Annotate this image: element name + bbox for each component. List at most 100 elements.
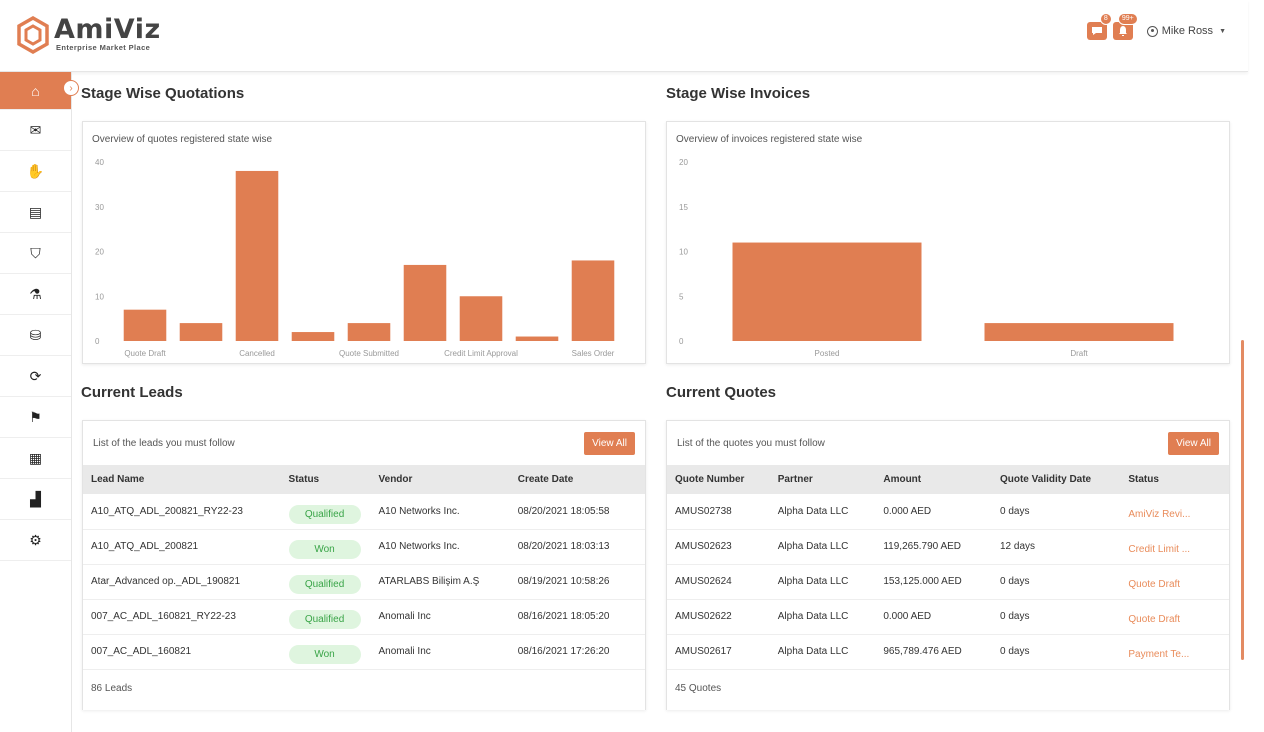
quotes-cell: 0 days (991, 564, 1121, 600)
quotes-column-header[interactable]: Quote Number (667, 465, 770, 494)
bar[interactable] (732, 242, 922, 341)
cell-text: 007_AC_ADL_160821_RY22-23 (91, 611, 236, 622)
quotes-cell: 965,789.476 AED (875, 634, 992, 670)
status-link[interactable]: Quote Draft (1128, 579, 1181, 590)
y-tick-label: 30 (95, 203, 104, 212)
sidebar-item-presentation[interactable]: ⚑ (0, 397, 71, 438)
cell-text: 08/16/2021 17:26:20 (517, 646, 610, 657)
sidebar-item-shopping-bag[interactable]: ⛉ (0, 233, 71, 274)
document-icon: ▤ (28, 203, 43, 220)
leads-cell: Qualified (280, 494, 371, 530)
y-tick-label: 5 (679, 292, 684, 301)
table-row[interactable]: Atar_Advanced op._ADL_190821 Qualified ATA… (83, 564, 645, 600)
leads-column-header[interactable]: Vendor (370, 465, 510, 494)
quotes-column-header[interactable]: Status (1120, 465, 1229, 494)
x-tick-label: Posted (815, 349, 840, 358)
status-link[interactable]: Credit Limit ... (1128, 544, 1191, 555)
table-row[interactable]: AMUS02622 Alpha Data LLC 0.000 AED 0 days Qu… (667, 599, 1229, 635)
cell-text: 08/19/2021 10:58:26 (517, 576, 610, 587)
sidebar-item-flask[interactable]: ⚗ (0, 274, 71, 315)
leads-cell: Won (280, 634, 371, 670)
sidebar-item-sync[interactable]: ⟳ (0, 356, 71, 397)
cell-text: Alpha Data LLC (777, 646, 849, 657)
sidebar-item-coins[interactable]: ⛁ (0, 315, 71, 356)
leads-column-header[interactable]: Lead Name (83, 465, 281, 494)
quotes-cell: Alpha Data LLC (769, 494, 876, 530)
bar[interactable] (291, 332, 335, 341)
bar[interactable] (347, 323, 391, 341)
table-row[interactable]: AMUS02624 Alpha Data LLC 153,125.000 AED 0 … (667, 564, 1229, 600)
sidebar-item-document[interactable]: ▤ (0, 192, 71, 233)
sidebar-toggle-button[interactable]: › (63, 80, 79, 96)
leads-column-header[interactable]: Status (280, 465, 371, 494)
cell-text: 12 days (999, 541, 1036, 552)
status-link[interactable]: Payment Te... (1128, 649, 1190, 660)
table-row[interactable]: AMUS02738 Alpha Data LLC 0.000 AED 0 days Am… (667, 494, 1229, 530)
chat-icon (1091, 27, 1102, 35)
table-row[interactable]: AMUS02623 Alpha Data LLC 119,265.790 AED 12… (667, 529, 1229, 565)
sidebar-item-chart[interactable]: ▟ (0, 479, 71, 520)
status-badge: Qualified (288, 504, 361, 524)
quotes-cell: AMUS02738 (667, 494, 770, 530)
cell-text: 0 days (999, 611, 1030, 622)
leads-cell: ATARLABS Bilişim A.Ş (370, 564, 510, 600)
status-link[interactable]: Quote Draft (1128, 614, 1181, 625)
cell-text: 08/16/2021 18:05:20 (517, 611, 610, 622)
quotes-view-all-button[interactable]: View All (1168, 431, 1219, 455)
status-link[interactable]: AmiViz Revi... (1128, 508, 1191, 520)
status-badge: Qualified (288, 610, 361, 629)
cell-text: 0 days (999, 505, 1030, 517)
bar[interactable] (179, 323, 223, 341)
y-tick-label: 0 (95, 337, 100, 346)
leads-table: Lead Name Status Vendor Create Date A10_ATQ… (83, 465, 645, 670)
sidebar-item-handshake[interactable]: ✋ (0, 151, 71, 192)
quotes-column-header[interactable]: Partner (769, 465, 876, 494)
leads-cell: 007_AC_ADL_160821_RY22-23 (83, 599, 281, 635)
cell-text: 08/20/2021 18:05:58 (517, 505, 610, 517)
leads-cell: 08/20/2021 18:03:13 (509, 529, 645, 565)
store-icon: ▦ (28, 449, 43, 466)
sidebar-item-store[interactable]: ▦ (0, 438, 71, 479)
amiviz-logo[interactable]: AmiViz Enterprise Market Place (16, 16, 161, 54)
quotes-subtitle: List of the quotes you must follow (677, 437, 825, 449)
bar[interactable] (984, 323, 1174, 341)
quotes-column-header[interactable]: Quote Validity Date (991, 465, 1121, 494)
user-menu[interactable]: Mike Ross ▼ (1146, 25, 1226, 37)
messages-button[interactable]: 8 (1086, 13, 1112, 40)
bar[interactable] (403, 264, 447, 341)
table-row[interactable]: A10_ATQ_ADL_200821_RY22-23 Qualified A10 N… (83, 494, 645, 530)
handshake-icon: ✋ (26, 162, 45, 179)
quotes-count: 45 Quotes (675, 683, 722, 694)
sidebar-item-home[interactable]: ⌂ (0, 72, 71, 110)
chevron-down-icon: ▼ (1219, 27, 1226, 35)
leads-view-all-button[interactable]: View All (584, 431, 635, 455)
leads-column-header[interactable]: Create Date (509, 465, 645, 494)
leads-count: 86 Leads (91, 683, 133, 694)
cell-text: 0 days (999, 646, 1030, 657)
table-row[interactable]: A10_ATQ_ADL_200821 Won A10 Networks Inc. 08… (83, 529, 645, 565)
status-badge: Won (288, 645, 361, 664)
table-row[interactable]: AMUS02617 Alpha Data LLC 965,789.476 AED 0 … (667, 634, 1229, 670)
table-row[interactable]: 007_AC_ADL_160821_RY22-23 Qualified Anomal… (83, 599, 645, 635)
bell-icon (1118, 26, 1127, 36)
quotations-chart-card: Overview of quotes registered state wise… (82, 121, 646, 364)
leads-cell: A10 Networks Inc. (370, 494, 510, 530)
quotes-title: Current Quotes (666, 384, 777, 401)
table-row[interactable]: 007_AC_ADL_160821 Won Anomali Inc 08/16/202… (83, 634, 645, 670)
bar[interactable] (459, 296, 503, 341)
logo-icon (17, 16, 49, 54)
y-tick-label: 20 (95, 248, 104, 257)
messages-badge: 8 (1099, 13, 1112, 25)
page-scrollbar[interactable] (1241, 340, 1244, 660)
y-tick-label: 20 (679, 158, 688, 167)
sidebar-item-gear[interactable]: ⚙ (0, 520, 71, 561)
bar[interactable] (123, 309, 167, 341)
quotes-cell: 0.000 AED (875, 599, 992, 635)
bar[interactable] (515, 336, 559, 341)
sidebar-item-mail[interactable]: ✉ (0, 110, 71, 151)
quotes-column-header[interactable]: Amount (875, 465, 992, 494)
notifications-button[interactable]: 99+ (1112, 13, 1138, 40)
status-badge: Won (288, 540, 361, 559)
bar[interactable] (571, 260, 615, 341)
bar[interactable] (235, 170, 279, 341)
